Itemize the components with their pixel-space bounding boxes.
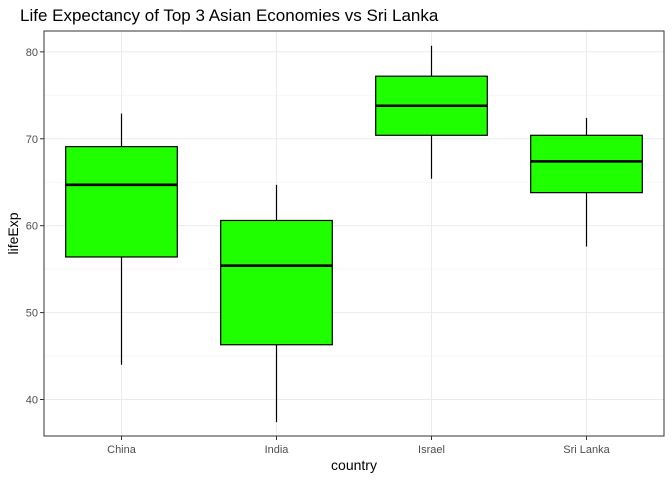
box-israel xyxy=(375,45,488,179)
chart-title: Life Expectancy of Top 3 Asian Economies… xyxy=(20,6,439,25)
y-tick-label: 80 xyxy=(26,47,38,59)
x-tick-label: China xyxy=(107,444,137,456)
panel-border xyxy=(43,30,665,437)
x-tick-label: India xyxy=(265,444,290,456)
x-axis-title: country xyxy=(331,457,377,473)
y-axis-title: lifeExp xyxy=(5,212,21,254)
box-india xyxy=(220,184,333,423)
iqr-box xyxy=(220,219,333,346)
iqr-box xyxy=(65,145,178,258)
iqr-box xyxy=(530,134,643,194)
y-tick-label: 60 xyxy=(26,221,38,233)
y-tick-label: 50 xyxy=(26,308,38,320)
x-tick-label: Sri Lanka xyxy=(563,444,610,456)
axes: 40 50 60 70 80 China India Israel Sri Lanka xyxy=(26,47,611,456)
box-china xyxy=(65,113,178,365)
y-tick-label: 40 xyxy=(26,394,38,406)
box-series xyxy=(65,45,643,423)
box-sri-lanka xyxy=(530,117,643,247)
y-tick-label: 70 xyxy=(26,134,38,146)
x-tick-label: Israel xyxy=(418,444,445,456)
